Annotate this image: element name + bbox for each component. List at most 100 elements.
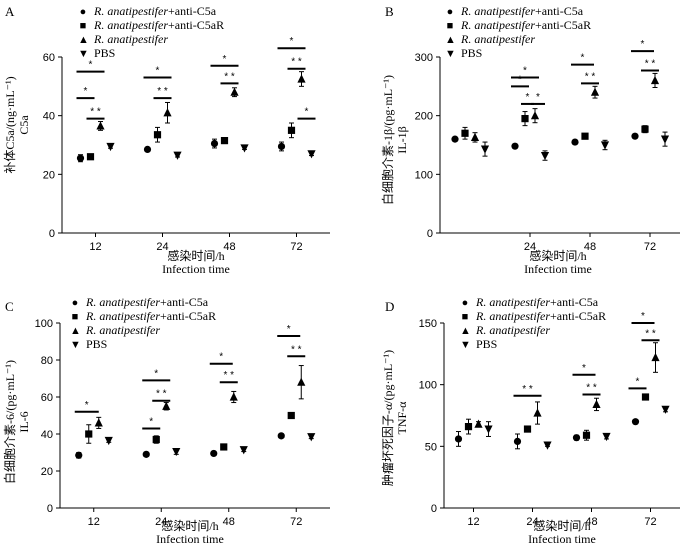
significance-label: * bbox=[518, 74, 522, 85]
data-point bbox=[297, 74, 306, 83]
data-point bbox=[590, 87, 600, 96]
legend-entry: ■ R. anatipestifer+anti-C5aR bbox=[70, 309, 216, 323]
legend-marker: ● bbox=[79, 6, 87, 18]
significance-label: * bbox=[89, 60, 93, 71]
x-tick-label: 12 bbox=[89, 241, 101, 253]
data-point bbox=[153, 131, 162, 139]
significance-label: * bbox=[287, 324, 291, 335]
panel-letter: D bbox=[385, 299, 395, 314]
data-point bbox=[152, 435, 160, 444]
legend: ● R. anatipestifer+anti-C5a ■ R. anatipesti… bbox=[460, 295, 606, 351]
data-point bbox=[661, 405, 670, 414]
legend-species-name: R. anatipestifer bbox=[476, 309, 550, 323]
legend-entry: ▼ PBS bbox=[460, 337, 606, 351]
significance-label: * bbox=[582, 363, 586, 374]
legend-marker: ■ bbox=[71, 311, 79, 323]
y-tick-label: 50 bbox=[425, 441, 437, 453]
data-point bbox=[651, 352, 660, 362]
significance-label: * bbox=[636, 376, 640, 387]
legend-marker: ● bbox=[446, 6, 454, 18]
data-point bbox=[600, 141, 610, 150]
data-point bbox=[75, 451, 83, 459]
significance-label: * * bbox=[645, 328, 656, 339]
legend-marker: ● bbox=[461, 297, 469, 309]
x-tick-label: 24 bbox=[526, 516, 538, 528]
data-point bbox=[307, 433, 316, 442]
significance-label: * bbox=[581, 53, 585, 64]
y-tick-label: 20 bbox=[43, 169, 55, 181]
x-tick-label: 12 bbox=[467, 516, 479, 528]
data-point bbox=[142, 450, 150, 458]
data-point bbox=[641, 125, 649, 133]
legend: ● R. anatipestifer+anti-C5a ■ R. anatipesti… bbox=[78, 4, 224, 60]
data-point bbox=[484, 425, 493, 434]
data-point bbox=[86, 153, 95, 161]
y-tick-label: 40 bbox=[41, 429, 53, 441]
y-tick-label: 100 bbox=[415, 169, 433, 181]
y-tick-label: 0 bbox=[431, 503, 437, 515]
x-tick-label: 72 bbox=[644, 241, 656, 253]
legend-marker: ■ bbox=[79, 20, 87, 32]
significance-label: * bbox=[305, 107, 309, 118]
legend-marker: ▼ bbox=[70, 339, 81, 351]
data-point bbox=[307, 150, 316, 159]
legend-suffix: +anti-C5a bbox=[550, 295, 599, 309]
data-point bbox=[480, 145, 490, 154]
legend-suffix: PBS bbox=[94, 46, 116, 60]
y-tick-label: 60 bbox=[43, 52, 55, 64]
data-point bbox=[543, 441, 552, 450]
x-axis-label: 感染时间/h Infection time bbox=[90, 520, 290, 546]
y-tick-label: 60 bbox=[41, 392, 53, 404]
legend-species-name: R. anatipestifer bbox=[476, 295, 550, 309]
y-tick-label: 300 bbox=[415, 52, 433, 64]
legend-entry: ● R. anatipestifer+anti-C5a bbox=[70, 295, 216, 309]
significance-label: * bbox=[223, 54, 227, 65]
y-tick-label: 0 bbox=[47, 503, 53, 515]
significance-label: * bbox=[84, 86, 88, 97]
legend-entry: ■ R. anatipestifer+anti-C5aR bbox=[445, 18, 591, 32]
significance-label: * * bbox=[522, 384, 533, 395]
x-tick-label: 12 bbox=[88, 516, 100, 528]
legend-species-name: R. anatipestifer bbox=[86, 309, 160, 323]
significance-label: * * bbox=[291, 344, 302, 355]
data-point bbox=[602, 432, 611, 442]
legend-suffix: PBS bbox=[476, 337, 498, 351]
legend-marker: ▲ bbox=[70, 325, 81, 337]
x-axis-label-cn: 感染时间/h bbox=[161, 519, 219, 533]
x-axis-label-en: Infection time bbox=[524, 262, 592, 276]
significance-label: * bbox=[536, 92, 540, 103]
legend-entry: ▼ PBS bbox=[78, 46, 224, 60]
panel-a: A ● R. anatipestifer+anti-C5a ■ R. anatipes… bbox=[0, 0, 350, 276]
data-point bbox=[650, 75, 660, 85]
legend-suffix: +anti-C5aR bbox=[535, 18, 592, 32]
significance-label: * * bbox=[156, 389, 167, 400]
legend-entry: ▲ R. anatipestifer bbox=[445, 32, 591, 46]
legend-suffix: +anti-C5aR bbox=[550, 309, 607, 323]
x-tick-label: 72 bbox=[290, 516, 302, 528]
panel-letter: A bbox=[5, 4, 15, 19]
legend-entry: ▲ R. anatipestifer bbox=[70, 323, 216, 337]
panel-d: D ● R. anatipestifer+anti-C5a ■ R. anatipes… bbox=[350, 275, 700, 550]
legend-suffix: +anti-C5a bbox=[160, 295, 209, 309]
data-point bbox=[104, 436, 113, 446]
y-tick-label: 0 bbox=[427, 228, 433, 240]
legend-species-name: R. anatipestifer bbox=[86, 323, 160, 337]
data-point bbox=[513, 437, 522, 445]
legend-marker: ▲ bbox=[78, 34, 89, 46]
data-point bbox=[470, 132, 480, 141]
legend-suffix: PBS bbox=[86, 337, 108, 351]
data-point bbox=[474, 419, 483, 428]
data-point bbox=[571, 138, 579, 146]
legend-entry: ● R. anatipestifer+anti-C5a bbox=[445, 4, 591, 18]
legend-species-name: R. anatipestifer bbox=[94, 32, 168, 46]
x-axis-label-en: Infection time bbox=[528, 532, 596, 546]
x-tick-label: 24 bbox=[155, 516, 167, 528]
panel-letter: B bbox=[385, 4, 394, 19]
x-axis-label: 感染时间/h Infection time bbox=[458, 250, 658, 276]
legend-species-name: R. anatipestifer bbox=[461, 4, 535, 18]
data-point bbox=[530, 111, 540, 120]
x-axis-label: 感染时间/h Infection time bbox=[96, 250, 296, 276]
significance-label: * bbox=[85, 400, 89, 411]
